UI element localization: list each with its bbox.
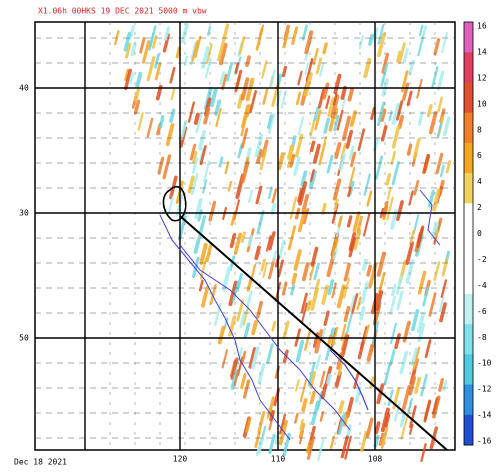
colorbar-label: 4: [477, 177, 482, 186]
streak: [303, 400, 305, 410]
streak: [361, 308, 364, 319]
streak: [130, 74, 132, 82]
streak: [324, 44, 326, 53]
colorbar-label: -8: [477, 333, 487, 342]
streak: [312, 142, 314, 150]
colorbar-label: -10: [477, 359, 492, 368]
colorbar-label: 12: [477, 73, 487, 82]
colorbar-label: 0: [477, 229, 482, 238]
footer: Dec 18 2021: [14, 458, 67, 467]
colorbar-cell: [464, 354, 473, 385]
streak: [328, 375, 330, 384]
streak: [370, 35, 372, 44]
colorbar-cell: [464, 324, 473, 355]
colorbar-cell: [464, 415, 473, 446]
lat-label: 40: [19, 84, 29, 93]
lon-label: 120: [173, 455, 188, 464]
map-screenshot: X1.06h 00HKS 19 DEC 2021 5000 m vbw 40 3…: [0, 0, 504, 476]
colorbar-cell: [464, 264, 473, 295]
lon-label: 108: [368, 455, 383, 464]
lon-label: 110: [271, 455, 286, 464]
streak: [242, 233, 244, 242]
colorbar-cell: [464, 143, 473, 174]
streak: [177, 48, 179, 57]
streak: [400, 117, 403, 127]
colorbar-label: -12: [477, 385, 492, 394]
streak: [247, 106, 249, 116]
streak: [364, 260, 366, 268]
streak: [297, 210, 299, 218]
colorbar-cell: [464, 294, 473, 325]
streak: [386, 415, 389, 425]
streak: [256, 247, 259, 258]
colorbar-cell: [464, 22, 473, 53]
lat-label: 50: [19, 334, 29, 343]
colorbar-cell: [464, 113, 473, 144]
streak: [253, 322, 256, 333]
streak: [340, 402, 343, 412]
colorbar-cell: [464, 82, 473, 113]
colorbar-label: 10: [477, 99, 487, 108]
streak: [312, 393, 314, 403]
streak: [323, 205, 325, 213]
streak: [408, 145, 410, 154]
streak: [247, 57, 249, 65]
streak: [349, 90, 351, 100]
streak: [160, 117, 162, 127]
lat-label: 30: [19, 209, 29, 218]
colorbar-cell: [464, 52, 473, 83]
streak: [349, 217, 351, 226]
colorbar-label: 14: [477, 47, 487, 56]
streak: [387, 175, 389, 184]
streak: [293, 275, 295, 283]
streak: [334, 249, 336, 257]
streak: [368, 266, 370, 274]
colorbar-cell: [464, 173, 473, 204]
streak: [196, 115, 198, 123]
streak: [376, 423, 378, 432]
streak: [136, 90, 139, 100]
colorbar-label: -4: [477, 281, 487, 290]
colorbar-label: -2: [477, 255, 487, 264]
colorbar-cell: [464, 234, 473, 265]
colorbar-label: -14: [477, 411, 492, 420]
colorbar-cell: [464, 203, 473, 234]
header-title: X1.06h 00HKS 19 DEC 2021 5000 m vbw: [38, 7, 207, 16]
colorbar-label: 2: [477, 203, 482, 212]
colorbar-cell: [464, 385, 473, 416]
colorbar-label: -16: [477, 437, 492, 446]
streak: [342, 88, 345, 98]
colorbar-label: 6: [477, 151, 482, 160]
colorbar-label: 16: [477, 22, 487, 31]
streak: [272, 205, 274, 214]
colorbar-label: 8: [477, 125, 482, 134]
colorbar-label: -6: [477, 307, 487, 316]
